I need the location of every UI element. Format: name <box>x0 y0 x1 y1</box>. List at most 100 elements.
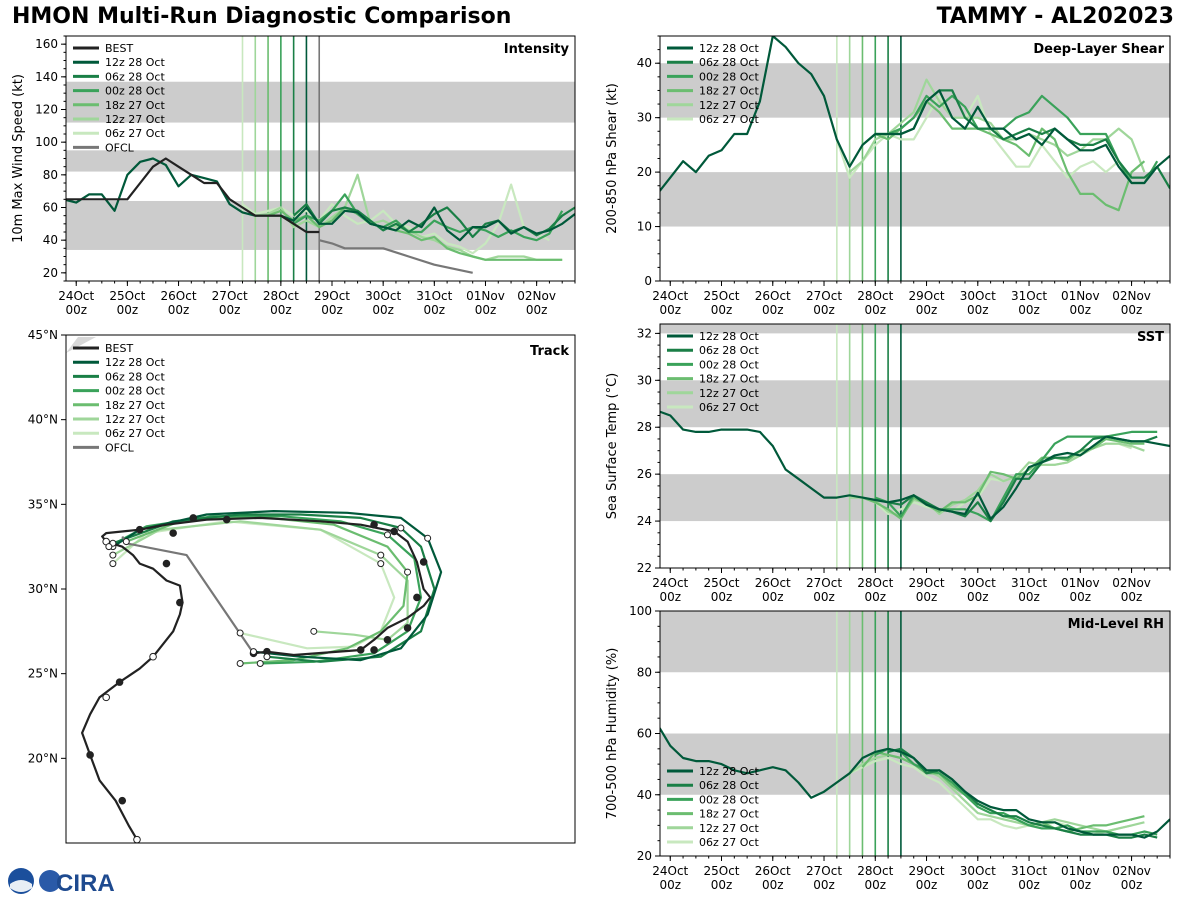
track-line-18z-27-oct <box>125 515 409 665</box>
land-shape <box>66 337 96 353</box>
x-tick-label: 30Oct <box>960 289 996 303</box>
x-tick-label: 00z <box>916 878 938 892</box>
page-title: HMON Multi-Run Diagnostic Comparison <box>12 4 512 29</box>
legend-label: 06z 28 Oct <box>699 344 759 357</box>
track-point <box>377 551 385 559</box>
track-point <box>424 534 432 542</box>
panel-title: Mid-Level RH <box>1068 617 1164 632</box>
x-tick-label: 24Oct <box>652 864 688 878</box>
series-line-best <box>66 157 320 234</box>
x-tick-label: 02Nov <box>1112 576 1151 590</box>
legend-label: 18z 27 Oct <box>699 808 759 821</box>
track-point <box>122 538 130 546</box>
x-tick-label: 02Nov <box>1112 289 1151 303</box>
x-tick-label: 30Oct <box>960 576 996 590</box>
globe-icon <box>39 870 61 892</box>
y-tick-label: 40 <box>637 788 652 802</box>
threshold-band <box>660 380 1170 428</box>
x-tick-label: 00z <box>1018 590 1040 604</box>
panel-title: SST <box>1137 330 1164 345</box>
track-point <box>383 636 392 644</box>
track-point <box>115 678 124 686</box>
series-line-06z-28-oct <box>887 747 1158 839</box>
x-tick-label: 28Oct <box>857 864 893 878</box>
legend-label: 00z 28 Oct <box>699 70 759 83</box>
y-tick-label: 28 <box>637 420 652 434</box>
track-line-12z-27-oct <box>112 520 409 641</box>
x-tick-label: 26Oct <box>755 576 791 590</box>
threshold-band <box>660 172 1170 227</box>
x-tick-label: 30Oct <box>365 289 401 303</box>
x-tick-label: 00z <box>1121 303 1143 317</box>
x-tick-label: 00z <box>372 303 394 317</box>
legend-label: 12z 28 Oct <box>699 765 759 778</box>
y-tick-label: 20°N <box>28 751 58 765</box>
legend-label: 06z 27 Oct <box>105 127 165 140</box>
track-point <box>135 525 144 534</box>
x-tick-label: 00z <box>711 590 733 604</box>
legend-label: 12z 27 Oct <box>105 113 165 126</box>
x-tick-label: 00z <box>1070 303 1092 317</box>
x-tick-label: 00z <box>813 303 835 317</box>
legend-label: 06z 28 Oct <box>699 779 759 792</box>
x-tick-label: 31Oct <box>1011 576 1047 590</box>
y-tick-label: 60 <box>637 727 652 741</box>
x-tick-label: 01Nov <box>466 289 505 303</box>
legend-label: 12z 27 Oct <box>105 413 165 426</box>
y-tick-label: 80 <box>637 665 652 679</box>
y-tick-label: 120 <box>35 103 58 117</box>
x-tick-label: 24Oct <box>652 289 688 303</box>
series-line-18z-27-oct <box>267 206 563 261</box>
legend-label: 12z 27 Oct <box>699 822 759 835</box>
threshold-band <box>66 150 575 172</box>
x-tick-label: 29Oct <box>909 289 945 303</box>
track-point <box>102 693 110 702</box>
x-tick-label: 00z <box>65 303 87 317</box>
x-tick-label: 00z <box>659 303 681 317</box>
legend-label: 06z 27 Oct <box>699 113 759 126</box>
y-tick-label: 20 <box>43 266 58 280</box>
track-point <box>356 646 365 654</box>
legend-label: 06z 27 Oct <box>105 427 165 440</box>
legend-label: BEST <box>105 342 133 355</box>
x-tick-label: 00z <box>659 590 681 604</box>
x-tick-label: 00z <box>219 303 241 317</box>
series-line-18z-27-oct <box>862 437 1145 520</box>
track-point <box>109 551 117 559</box>
track-point <box>176 598 184 607</box>
x-tick-label: 31Oct <box>1011 864 1047 878</box>
track-line-06z-27-oct <box>112 520 396 650</box>
x-tick-label: 00z <box>762 878 784 892</box>
x-tick-label: 00z <box>916 303 938 317</box>
y-tick-label: 40 <box>637 56 652 70</box>
panel-rh: 2040608010024Oct00z25Oct00z26Oct00z27Oct… <box>605 604 1171 892</box>
y-tick-label: 100 <box>35 135 58 149</box>
legend-label: 00z 28 Oct <box>105 85 165 98</box>
panel-title: Track <box>530 344 569 359</box>
legend-label: 12z 28 Oct <box>105 356 165 369</box>
track-point <box>109 560 117 568</box>
legend-label: 00z 28 Oct <box>105 385 165 398</box>
legend-label: 06z 27 Oct <box>699 836 759 849</box>
x-tick-label: 00z <box>659 878 681 892</box>
track-point <box>133 835 141 844</box>
x-tick-label: 26Oct <box>161 289 197 303</box>
y-tick-label: 20 <box>637 165 652 179</box>
x-tick-label: 00z <box>1070 590 1092 604</box>
x-tick-label: 00z <box>1018 878 1040 892</box>
series-line-12z-28-oct <box>66 157 575 242</box>
legend-label: 18z 27 Oct <box>699 373 759 386</box>
y-tick-label: 26 <box>637 467 652 481</box>
x-tick-label: 00z <box>1121 878 1143 892</box>
cira-logo: CIRA <box>8 868 115 896</box>
y-axis-label: 200-850 hPa Shear (kt) <box>605 83 620 234</box>
legend-label: 06z 28 Oct <box>105 70 165 83</box>
track-point <box>250 648 258 656</box>
x-tick-label: 01Nov <box>1061 864 1100 878</box>
legend-label: 12z 28 Oct <box>105 56 165 69</box>
track-point <box>256 660 264 668</box>
axes-frame <box>659 323 1171 569</box>
track-point <box>419 558 428 566</box>
